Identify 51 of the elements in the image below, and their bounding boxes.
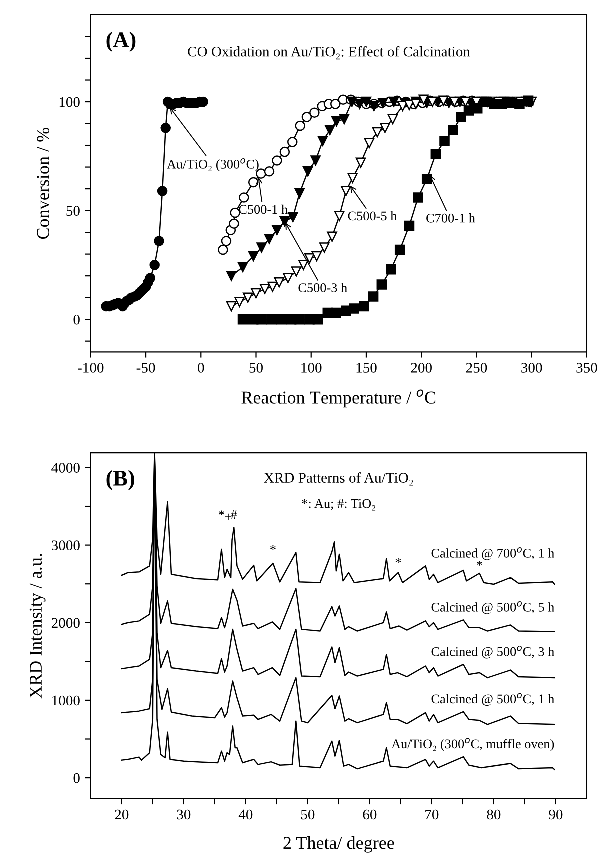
x-tick-label: -100 [78,363,104,373]
y-tick-label: 50 [66,206,80,216]
x-tick-label: 40 [238,810,253,820]
x-tick-label: 300 [522,363,542,373]
text: CO Oxidation on Au/TiO₂: Effect of Calcination [188,46,470,60]
y-tick-label: 0 [74,314,80,325]
annotation: + [225,514,232,520]
annotation: * [270,546,276,550]
x-tick-label: 250 [466,363,488,373]
y-tick-label: 2000 [52,618,80,628]
series-label: Au/TiO₂ (300$^{o}$C, muffle oven) [392,738,554,752]
annotation: C700-1 h [426,214,476,223]
x-tick-label: 100 [302,363,322,373]
annotation: C500-5 h [348,211,398,221]
y-axis-title: XRD Intensity / a.u. [30,554,46,699]
x-tick-label: -50 [136,363,156,373]
annotation: (B) [106,470,134,490]
x-tick-label: 50 [250,363,263,373]
x-axis-title: 2 Theta/ degree [284,836,394,853]
y-tick-label: 4000 [52,463,80,473]
x-tick-label: 30 [177,810,191,820]
y-tick-label: 3000 [52,540,80,551]
annotation: (A) [106,32,136,52]
series-label: Calcined @ 500$^{o}$C, 1 h [432,693,554,706]
x-tick-label: 150 [356,363,377,373]
x-tick-label: 90 [549,810,563,820]
x-tick-label: 70 [426,810,439,820]
x-axis-title: Reaction Temperature / $^{o}$C [242,390,436,408]
annotation: *: Au; #: TiO₂ [302,499,376,511]
y-axis-title: Conversion / % [37,128,50,240]
text: XRD Patterns of Au/TiO₂ [264,472,414,486]
x-tick-label: 0 [198,363,204,373]
series-label: Calcined @ 500$^{o}$C, 5 h [432,602,554,614]
annotation: * [477,561,482,566]
annotation: Au/TiO₂ (300$^{o}$C) [167,158,259,172]
y-tick-label: 0 [74,773,80,784]
series-label: Calcined @ 700$^{o}$C, 1 h [432,548,554,560]
annotation: * [396,558,402,564]
annotation: C500-3 h [298,283,348,292]
series-label: Calcined @ 500$^{o}$C, 3 h [432,646,554,659]
x-tick-label: 200 [411,363,432,373]
x-tick-label: 50 [301,810,315,820]
annotation: C500-1 h [239,204,288,214]
x-tick-label: 80 [487,810,501,820]
x-tick-label: 60 [363,810,377,820]
y-tick-label: 100 [60,97,80,108]
y-tick-label: 1000 [52,696,80,706]
annotation: # [231,510,238,520]
x-tick-label: 350 [576,363,598,373]
annotation: * [219,510,224,516]
x-tick-label: 20 [115,810,129,820]
